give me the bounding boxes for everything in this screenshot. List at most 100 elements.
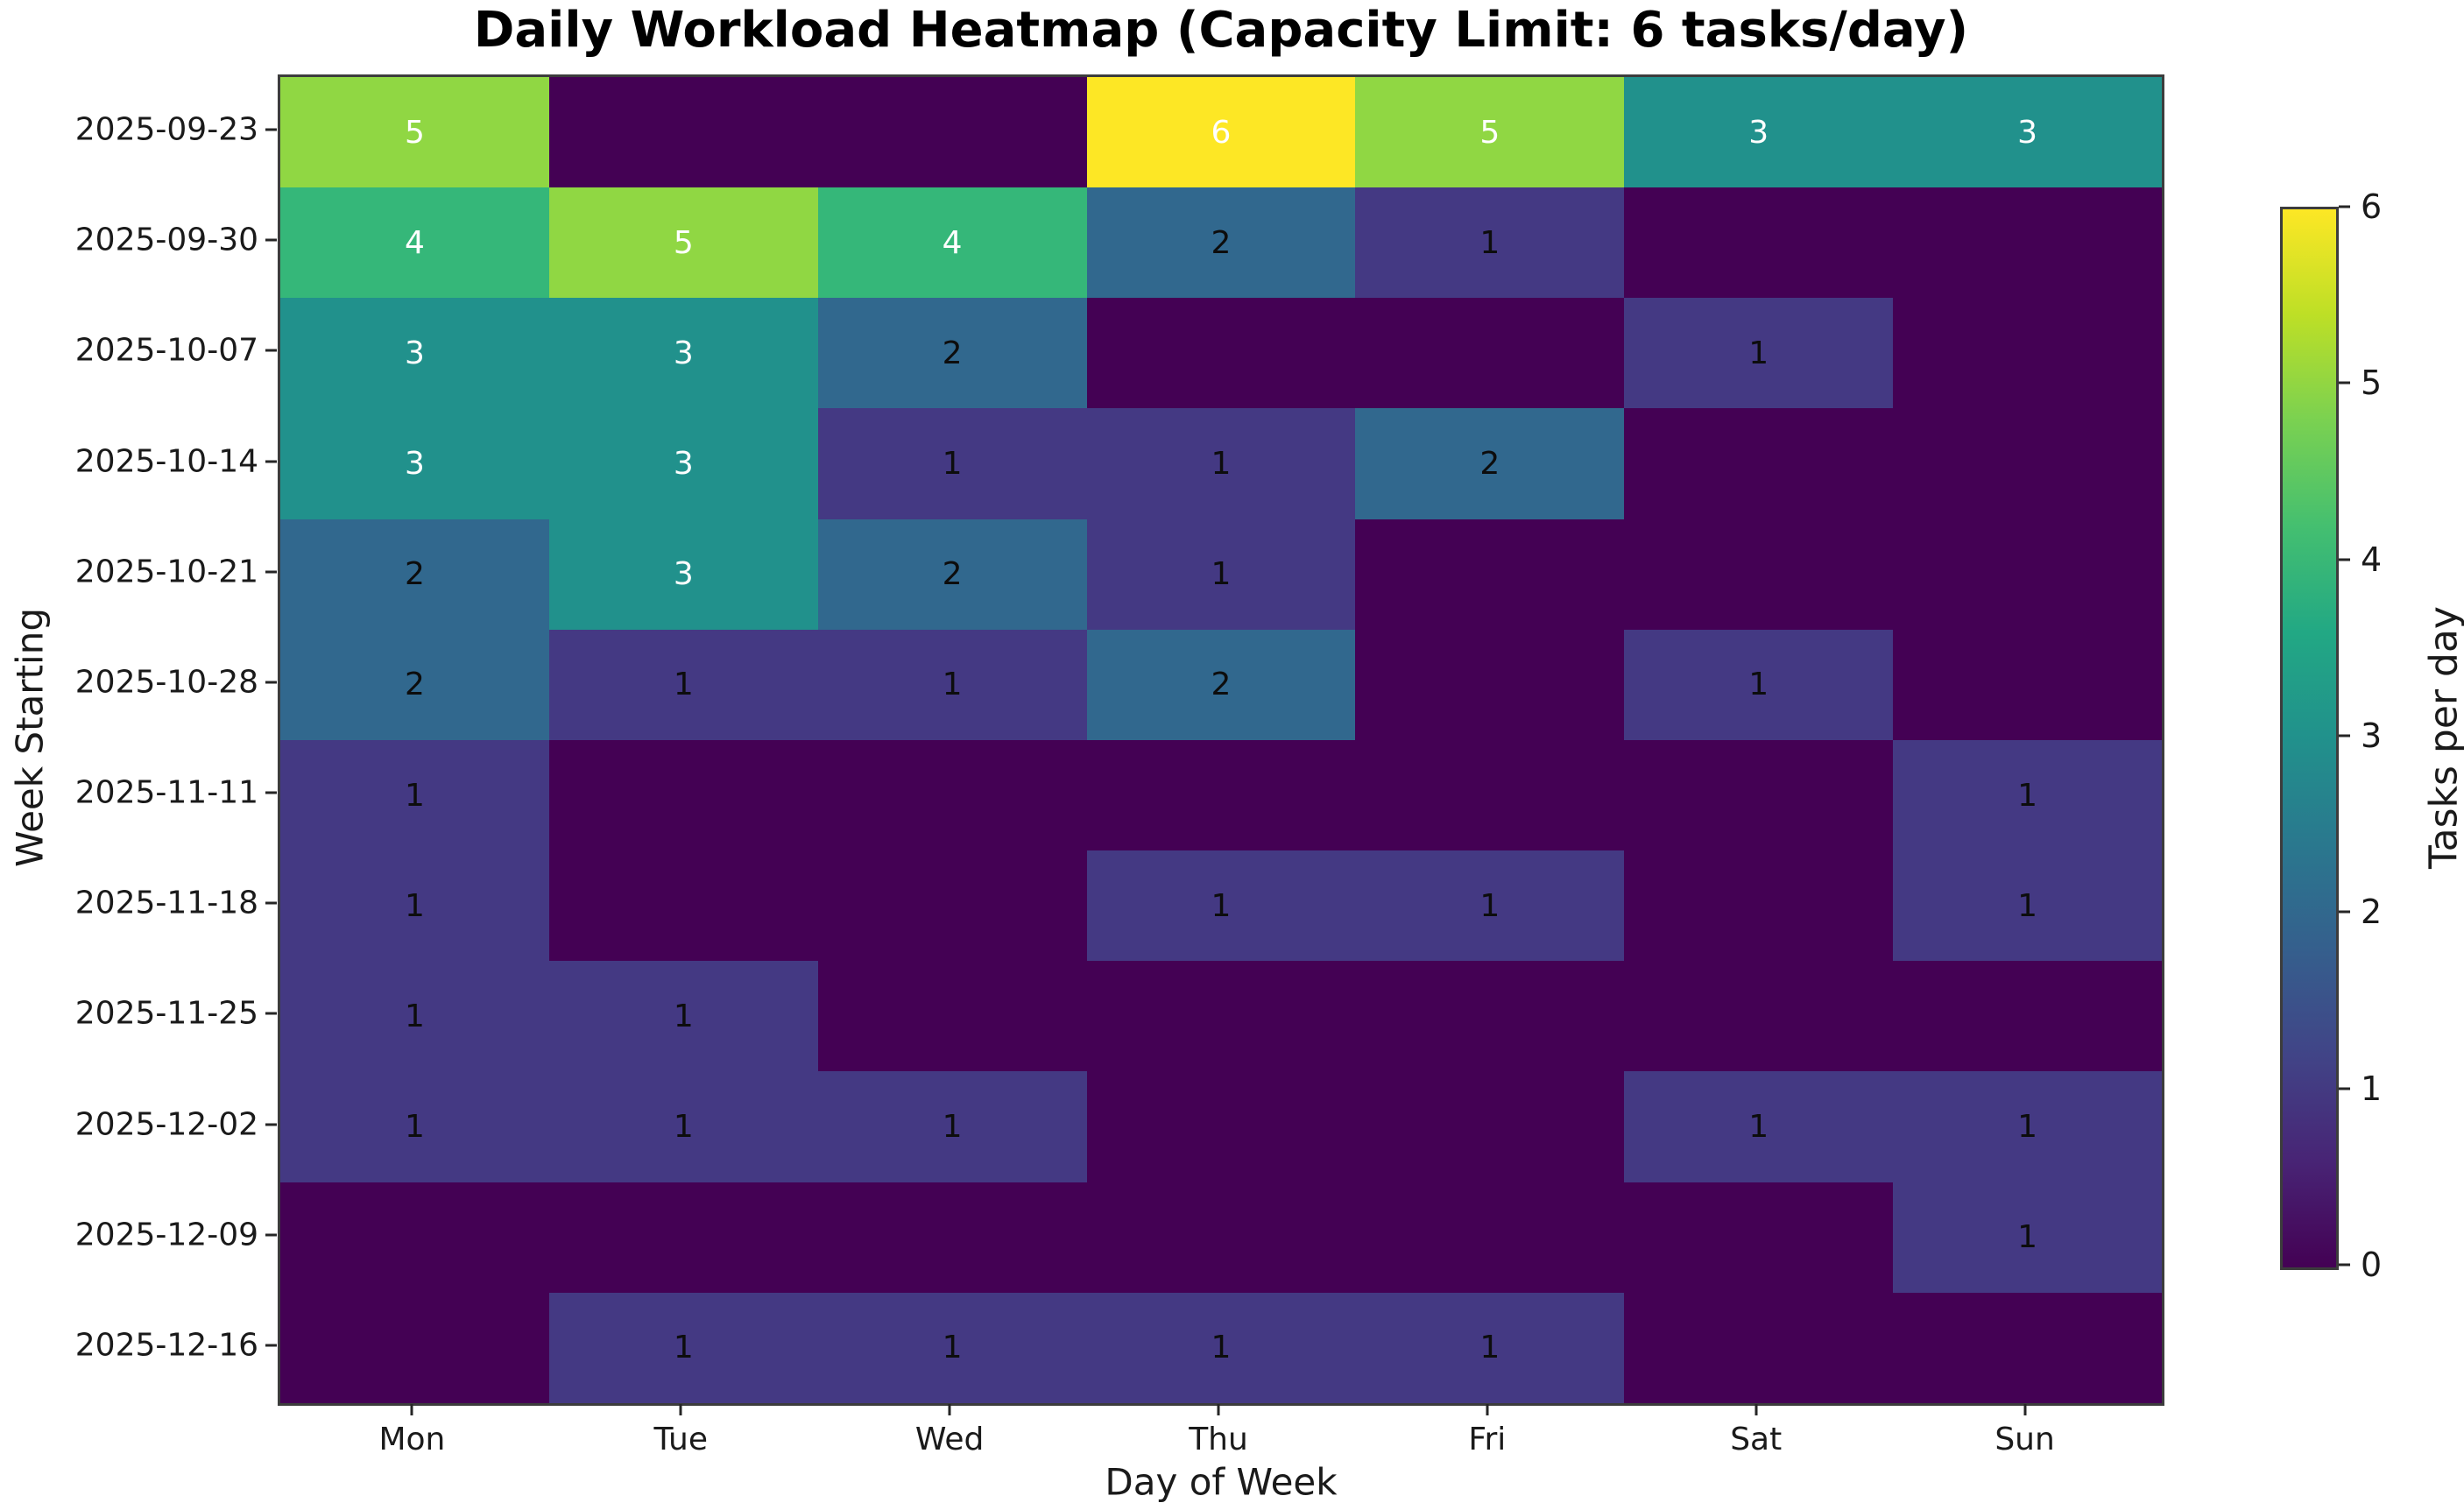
heatmap-cell bbox=[1624, 408, 1894, 519]
x-tick-label: Mon bbox=[378, 1422, 446, 1457]
heatmap-cell bbox=[1624, 519, 1894, 630]
heatmap-cell bbox=[1086, 1182, 1356, 1293]
heatmap-cell: 1 bbox=[548, 629, 818, 740]
heatmap-cell: 1 bbox=[548, 1071, 818, 1182]
y-tick-label: 2025-11-11 bbox=[74, 774, 258, 811]
y-tick-label: 2025-12-09 bbox=[74, 1217, 258, 1253]
heatmap-cell: 1 bbox=[1086, 850, 1356, 962]
heatmap-cell bbox=[548, 1182, 818, 1293]
heatmap-cell: 3 bbox=[280, 298, 549, 409]
y-tick-label: 2025-09-23 bbox=[74, 111, 258, 148]
colorbar-tick-label: 3 bbox=[2361, 716, 2383, 755]
y-tick-label: 2025-10-14 bbox=[74, 443, 258, 480]
heatmap-cell bbox=[1893, 1292, 2162, 1403]
heatmap-cell: 2 bbox=[280, 519, 549, 630]
x-tick-mark bbox=[410, 1404, 413, 1415]
heatmap-cell bbox=[1624, 850, 1894, 962]
heatmap-cell: 3 bbox=[548, 519, 818, 630]
heatmap-cell: 1 bbox=[280, 1071, 549, 1182]
colorbar-tick-mark bbox=[2339, 205, 2350, 208]
heatmap-cell bbox=[548, 739, 818, 851]
heatmap-cell: 2 bbox=[1086, 629, 1356, 740]
heatmap-cell: 1 bbox=[1624, 298, 1894, 409]
heatmap-cell: 3 bbox=[1893, 77, 2162, 188]
heatmap-cell: 5 bbox=[1355, 77, 1625, 188]
heatmap-cell bbox=[1086, 298, 1356, 409]
heatmap-cell bbox=[1086, 961, 1356, 1072]
colorbar-tick-label: 0 bbox=[2361, 1245, 2383, 1284]
y-tick-label: 2025-11-25 bbox=[74, 995, 258, 1032]
x-tick-label: Thu bbox=[1189, 1422, 1248, 1457]
colorbar-tick-mark bbox=[2339, 734, 2350, 737]
heatmap-cell bbox=[817, 850, 1087, 962]
heatmap-cell: 3 bbox=[280, 408, 549, 519]
colorbar-tick-mark bbox=[2339, 381, 2350, 385]
heatmap-cell: 5 bbox=[548, 187, 818, 299]
heatmap-cell: 1 bbox=[1355, 850, 1625, 962]
y-tick-mark bbox=[265, 128, 277, 131]
heatmap-cell bbox=[1624, 1182, 1894, 1293]
heatmap-cell bbox=[280, 1182, 549, 1293]
colorbar-tick-mark bbox=[2339, 1087, 2350, 1090]
heatmap-cell: 2 bbox=[1086, 187, 1356, 299]
y-tick-label: 2025-12-16 bbox=[74, 1327, 258, 1364]
y-tick-label: 2025-11-18 bbox=[74, 885, 258, 921]
heatmap-cell bbox=[817, 1182, 1087, 1293]
heatmap-cell bbox=[1893, 961, 2162, 1072]
heatmap-cell: 1 bbox=[1893, 1071, 2162, 1182]
heatmap-cell: 2 bbox=[817, 519, 1087, 630]
heatmap-cell bbox=[1355, 519, 1625, 630]
chart-title: Daily Workload Heatmap (Capacity Limit: … bbox=[473, 2, 1969, 59]
colorbar-tick-mark bbox=[2339, 558, 2350, 561]
heatmap-cell: 3 bbox=[1624, 77, 1894, 188]
heatmap-cell: 1 bbox=[548, 1292, 818, 1403]
heatmap-cell: 5 bbox=[280, 77, 549, 188]
colorbar-tick-label: 2 bbox=[2361, 893, 2383, 932]
heatmap-cell bbox=[1355, 961, 1625, 1072]
colorbar-tick-label: 5 bbox=[2361, 363, 2383, 403]
heatmap-cell: 2 bbox=[817, 298, 1087, 409]
y-tick-mark bbox=[265, 1233, 277, 1237]
heatmap-cell bbox=[1624, 739, 1894, 851]
x-tick-mark bbox=[948, 1404, 951, 1415]
y-tick-label: 2025-10-21 bbox=[74, 554, 258, 590]
y-tick-mark bbox=[265, 1344, 277, 1347]
heatmap-cell: 1 bbox=[1086, 408, 1356, 519]
colorbar-tick-label: 4 bbox=[2361, 540, 2383, 579]
x-tick-label: Fri bbox=[1468, 1422, 1507, 1457]
heatmap-cell: 1 bbox=[1355, 187, 1625, 299]
y-tick-mark bbox=[265, 570, 277, 574]
heatmap-cell: 1 bbox=[817, 1071, 1087, 1182]
heatmap-cell: 2 bbox=[1355, 408, 1625, 519]
x-tick-mark bbox=[679, 1404, 682, 1415]
x-tick-mark bbox=[1217, 1404, 1220, 1415]
colorbar-title: Tasks per day bbox=[2421, 606, 2464, 869]
heatmap-cell: 1 bbox=[1893, 739, 2162, 851]
heatmap-cell bbox=[1893, 298, 2162, 409]
colorbar bbox=[2280, 207, 2339, 1270]
heatmap-cell: 1 bbox=[817, 629, 1087, 740]
heatmap-cell bbox=[1086, 1071, 1356, 1182]
y-tick-mark bbox=[265, 901, 277, 905]
heatmap-cell bbox=[1355, 298, 1625, 409]
colorbar-tick-label: 6 bbox=[2361, 187, 2383, 226]
heatmap-cell: 4 bbox=[817, 187, 1087, 299]
heatmap-cell: 1 bbox=[280, 850, 549, 962]
heatmap-cell: 1 bbox=[1893, 1182, 2162, 1293]
heatmap-cell: 3 bbox=[548, 408, 818, 519]
y-tick-mark bbox=[265, 238, 277, 242]
heatmap-cell: 1 bbox=[1893, 850, 2162, 962]
heatmap-cell: 1 bbox=[280, 961, 549, 1072]
heatmap-cell: 4 bbox=[280, 187, 549, 299]
x-tick-mark bbox=[1754, 1404, 1758, 1415]
x-tick-label: Tue bbox=[653, 1422, 709, 1457]
heatmap-cell bbox=[817, 961, 1087, 1072]
x-tick-mark bbox=[2023, 1404, 2027, 1415]
x-tick-label: Sun bbox=[1994, 1422, 2055, 1457]
x-tick-mark bbox=[1486, 1404, 1489, 1415]
heatmap-cell bbox=[1624, 187, 1894, 299]
y-axis-title: Week Starting bbox=[8, 608, 52, 867]
